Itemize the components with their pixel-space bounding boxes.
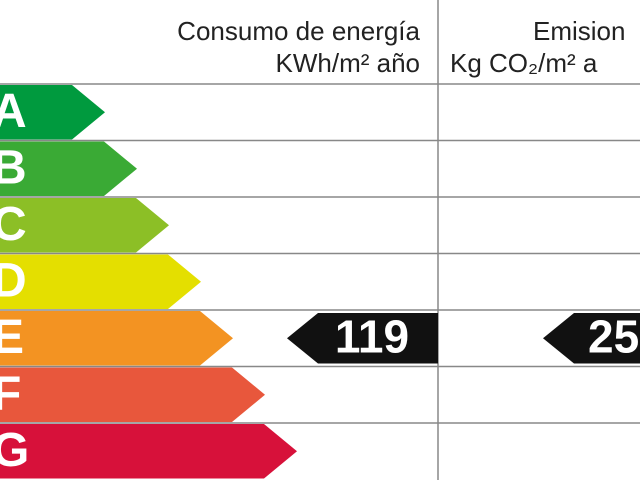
class-arrow: [0, 424, 297, 479]
class-arrow: [0, 141, 137, 196]
class-letter: E: [0, 311, 24, 364]
class-letter: G: [0, 424, 29, 477]
emissions-pointer: [543, 313, 640, 364]
emissions-value: 25: [588, 310, 639, 362]
class-arrow: [0, 198, 169, 253]
class-letter: D: [0, 254, 27, 307]
class-letter: C: [0, 198, 27, 251]
consumption-value: 119: [335, 310, 409, 362]
emissions-unit: Kg CO₂/m² a: [450, 48, 598, 78]
class-letter: F: [0, 367, 21, 420]
class-arrow: [0, 254, 201, 309]
class-arrow: [0, 85, 105, 140]
consumption-pointer: [287, 313, 438, 364]
class-arrow: [0, 311, 233, 366]
emissions-title: Emision: [533, 16, 625, 46]
consumption-unit: KWh/m² año: [276, 48, 421, 78]
consumption-title: Consumo de energía: [177, 16, 420, 46]
class-letter: B: [0, 141, 27, 194]
class-arrow: [0, 367, 265, 422]
class-letter: A: [0, 85, 27, 138]
